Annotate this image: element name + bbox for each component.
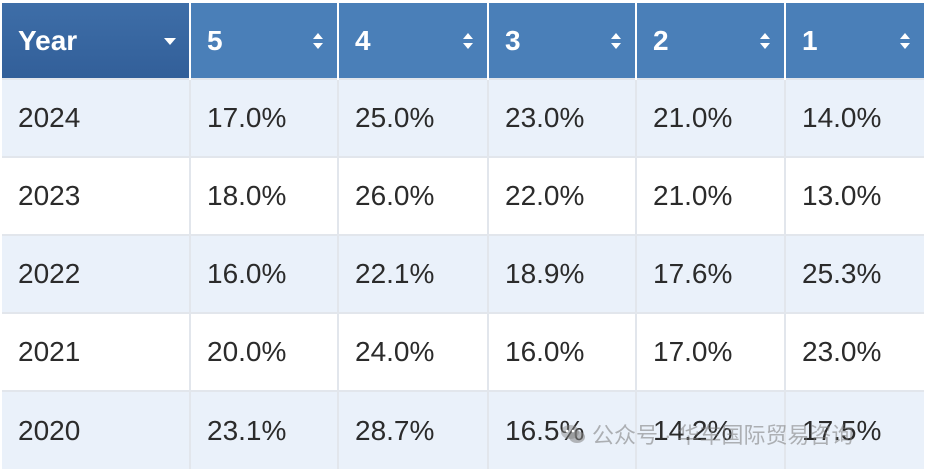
column-header-3[interactable]: 3 (488, 3, 637, 79)
table-cell: 24.0% (338, 312, 489, 391)
column-header-label: 4 (355, 25, 371, 57)
table-cell: 18.9% (488, 234, 637, 313)
column-header-label: 2 (653, 25, 669, 57)
table-row: 2022 16.0% 22.1% 18.9% 17.6% 25.3% (2, 234, 924, 313)
table-cell: 26.0% (338, 156, 489, 235)
table-cell: 28.7% (338, 390, 489, 469)
table-cell: 22.0% (488, 156, 637, 235)
table-cell: 23.0% (488, 78, 637, 157)
table-cell: 25.3% (785, 234, 924, 313)
table-cell: 23.0% (785, 312, 924, 391)
table-cell: 16.0% (488, 312, 637, 391)
column-header-1[interactable]: 1 (785, 3, 924, 79)
table-cell-year: 2022 (2, 234, 191, 313)
table-cell-year: 2024 (2, 78, 191, 157)
table-cell: 17.0% (636, 312, 786, 391)
sort-icon[interactable] (461, 32, 475, 50)
table-cell: 22.1% (338, 234, 489, 313)
table-cell-year: 2020 (2, 390, 191, 469)
table-cell: 23.1% (190, 390, 339, 469)
header-row: Year 5 4 3 (2, 3, 924, 79)
sort-icon[interactable] (609, 32, 623, 50)
dropdown-caret-icon[interactable] (163, 32, 177, 50)
table-cell: 21.0% (636, 78, 786, 157)
table-cell: 17.6% (636, 234, 786, 313)
column-header-label: 1 (802, 25, 818, 57)
column-header-label: Year (18, 25, 78, 57)
table-cell: 14.0% (785, 78, 924, 157)
table-row: 2021 20.0% 24.0% 16.0% 17.0% 23.0% (2, 312, 924, 391)
table-cell: 17.0% (190, 78, 339, 157)
sort-icon[interactable] (758, 32, 772, 50)
table-cell: 21.0% (636, 156, 786, 235)
column-header-label: 5 (207, 25, 223, 57)
table-cell: 20.0% (190, 312, 339, 391)
sort-icon[interactable] (311, 32, 325, 50)
data-table: Year 5 4 3 (2, 3, 924, 469)
column-header-year[interactable]: Year (2, 3, 191, 79)
table-cell: 18.0% (190, 156, 339, 235)
table-row: 2020 23.1% 28.7% 16.5% 14.2% 17.5% (2, 390, 924, 469)
column-header-4[interactable]: 4 (338, 3, 489, 79)
column-header-5[interactable]: 5 (190, 3, 339, 79)
table-cell: 16.0% (190, 234, 339, 313)
sort-icon[interactable] (898, 32, 912, 50)
column-header-label: 3 (505, 25, 521, 57)
table-cell: 17.5% (785, 390, 924, 469)
table-cell: 25.0% (338, 78, 489, 157)
table-cell-year: 2023 (2, 156, 191, 235)
table-cell: 16.5% (488, 390, 637, 469)
column-header-2[interactable]: 2 (636, 3, 786, 79)
table-cell: 14.2% (636, 390, 786, 469)
table-row: 2023 18.0% 26.0% 22.0% 21.0% 13.0% (2, 156, 924, 235)
table-cell-year: 2021 (2, 312, 191, 391)
table-row: 2024 17.0% 25.0% 23.0% 21.0% 14.0% (2, 78, 924, 157)
table-cell: 13.0% (785, 156, 924, 235)
